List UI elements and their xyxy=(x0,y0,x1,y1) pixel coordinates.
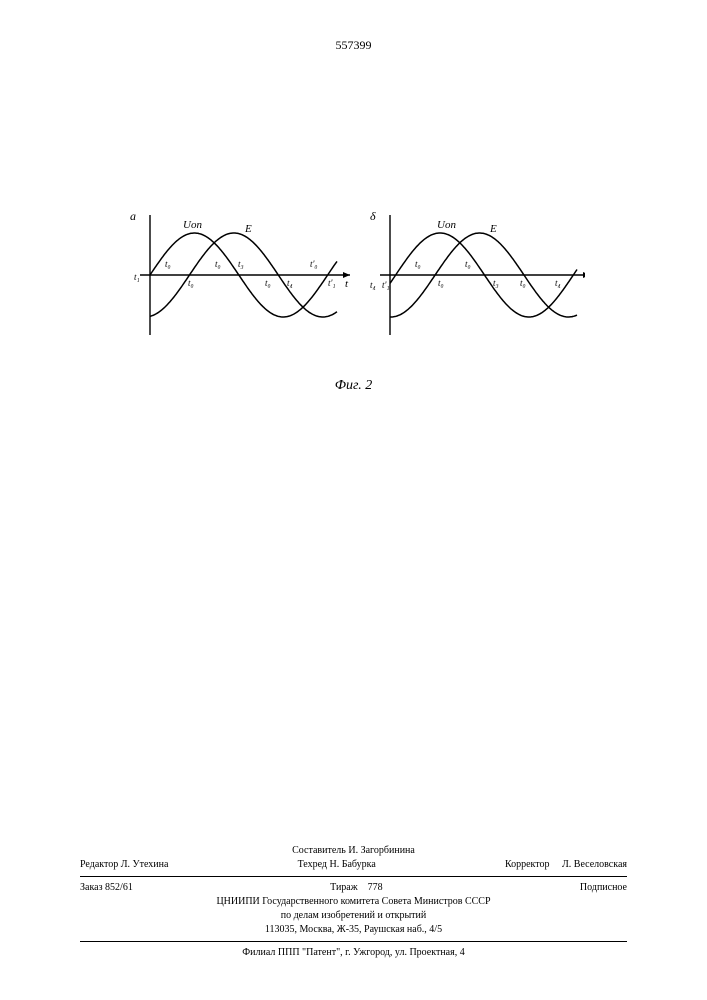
compiler-name: И. Загорбинина xyxy=(348,845,414,856)
tick-a-1: t₀ xyxy=(165,259,171,269)
editor-name: Л. Утехина xyxy=(121,859,169,870)
editor-label: Редактор xyxy=(80,859,118,870)
corrector-name: Л. Веселовская xyxy=(562,859,627,870)
curve-e-a-label: E xyxy=(244,223,252,235)
tick-b-5: t₃ xyxy=(493,278,499,288)
panel-a-label: а xyxy=(130,209,136,223)
tick-a-5: t₀ xyxy=(265,278,271,288)
document-number: 557399 xyxy=(0,38,707,53)
org-line-2: по делам изобретений и открытий xyxy=(80,909,627,923)
tirage-value: 778 xyxy=(368,882,383,893)
figure-caption: Фиг. 2 xyxy=(0,378,707,394)
compiler-label: Составитель xyxy=(292,845,346,856)
tick-a-3: t₀ xyxy=(215,259,221,269)
curve-uop-a-label: Uоп xyxy=(183,219,202,231)
panel-a: а t Uоп E t₁ t₀ t₀ t₀ t₃ t₀ xyxy=(130,209,350,335)
panel-b: δ t Uоп E t₄ t'₁ t₀ t₀ t₀ t₃ t₀ t₄ xyxy=(370,209,585,335)
figure-2: а t Uоп E t₁ t₀ t₀ t₀ t₃ t₀ xyxy=(125,200,585,375)
tick-b-1: t'₁ xyxy=(382,280,390,290)
tick-b-2: t₀ xyxy=(415,259,421,269)
curve-uop-b-label: Uоп xyxy=(437,219,456,231)
curve-e-b-label: E xyxy=(489,223,497,235)
tehred-name: Н. Бабурка xyxy=(330,859,376,870)
tick-a-6: t₄ xyxy=(287,278,293,288)
address-1: 113035, Москва, Ж-35, Раушская наб., 4/5 xyxy=(80,923,627,937)
tick-a-7: t'₀ xyxy=(310,259,318,269)
panel-b-label: δ xyxy=(370,209,376,223)
tehred-label: Техред xyxy=(298,859,327,870)
footer: Составитель И. Загорбинина Редактор Л. У… xyxy=(80,844,627,960)
tirage-label: Тираж xyxy=(330,882,358,893)
branch: Филиал ППП "Патент", г. Ужгород, ул. Про… xyxy=(80,946,627,960)
tick-a-0: t₁ xyxy=(134,272,140,282)
tick-a-2: t₀ xyxy=(188,278,194,288)
tick-b-3: t₀ xyxy=(438,278,444,288)
order-label: Заказ xyxy=(80,882,103,893)
corrector-label: Корректор xyxy=(505,859,550,870)
order-value: 852/61 xyxy=(105,882,133,893)
tick-b-4: t₀ xyxy=(465,259,471,269)
tick-b-6: t₀ xyxy=(520,278,526,288)
org-line-1: ЦНИИПИ Государственного комитета Совета … xyxy=(80,895,627,909)
tick-b-0: t₄ xyxy=(370,280,376,290)
panel-a-xaxis: t xyxy=(345,278,349,290)
tick-b-7: t₄ xyxy=(555,278,561,288)
tick-a-4: t₃ xyxy=(238,259,244,269)
subscription: Подписное xyxy=(580,881,627,895)
tick-a-8: t'₁ xyxy=(328,278,336,288)
